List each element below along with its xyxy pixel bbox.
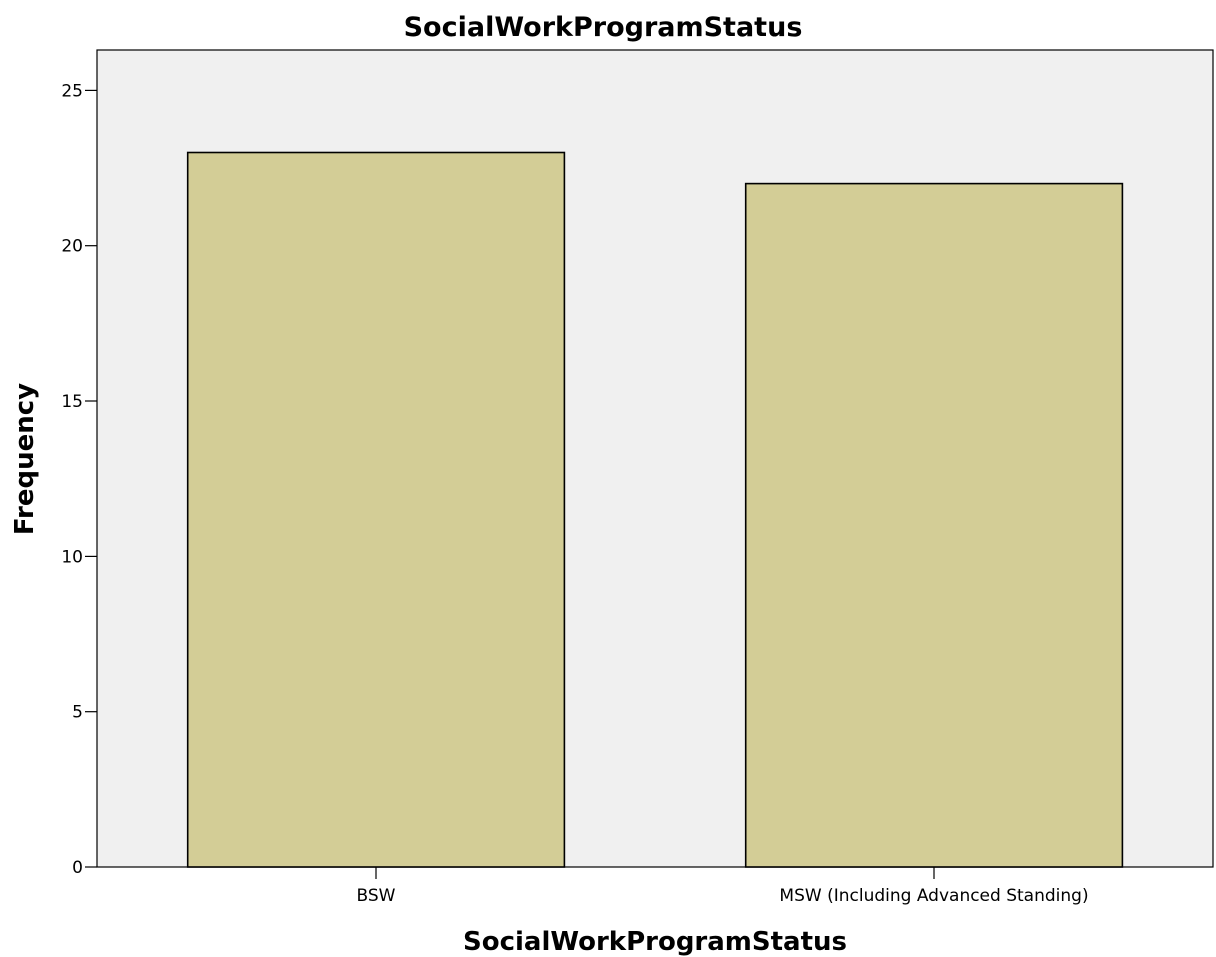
x-tick-label: BSW	[357, 886, 396, 906]
y-tick-label: 5	[72, 703, 83, 723]
x-axis-title: SocialWorkProgramStatus	[463, 927, 847, 957]
y-tick-label: 25	[61, 81, 83, 101]
bar	[186, 151, 566, 868]
x-tick-label: MSW (Including Advanced Standing)	[779, 886, 1088, 906]
y-axis-title: Frequency	[10, 383, 40, 535]
y-tick-label: 20	[61, 237, 83, 257]
y-tick-label: 15	[61, 392, 83, 412]
y-tick-label: 10	[61, 547, 83, 567]
bars-layer	[186, 151, 1124, 868]
chart-title: SocialWorkProgramStatus	[404, 12, 803, 43]
bar	[744, 182, 1124, 868]
y-tick-label: 0	[72, 858, 83, 878]
y-axis: 0 5 10 15 20 25	[61, 81, 97, 878]
x-axis: BSW MSW (Including Advanced Standing)	[357, 867, 1089, 906]
